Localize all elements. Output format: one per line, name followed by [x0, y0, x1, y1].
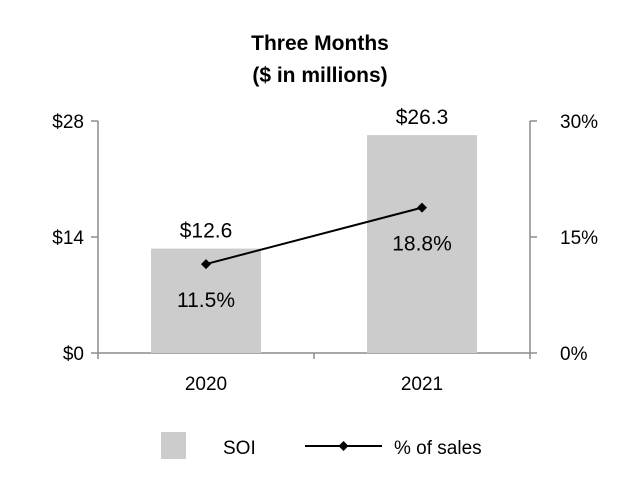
legend: SOI % of sales	[161, 432, 482, 459]
y-left-tick-label: $14	[52, 228, 84, 249]
point-label-2021: 18.8%	[392, 233, 452, 256]
y-right-tick-label: 0%	[560, 344, 588, 365]
chart-title: Three Months	[251, 32, 389, 55]
legend-label-sales: % of sales	[394, 438, 482, 459]
y-right-tick-label: 30%	[560, 112, 598, 133]
line-sales	[205, 206, 423, 266]
point-label-2020: 11.5%	[177, 289, 235, 312]
point-sales-2020	[201, 259, 211, 270]
bar-label-2021: $26.3	[396, 106, 449, 129]
legend-marker-sales	[338, 441, 349, 451]
data-labels: $12.6 $26.3 11.5% 18.8%	[177, 106, 452, 312]
y-left-tick-label: $28	[52, 112, 84, 133]
y-left-tick-label: $0	[63, 344, 84, 365]
x-tick-label-2020: 2020	[185, 374, 227, 395]
x-tick-label-2021: 2021	[401, 374, 443, 395]
axes: $0 $14 $28 0% 15% 30% 2020 2021	[52, 112, 598, 395]
bar-2021	[367, 135, 477, 353]
y-right-tick-label: 15%	[560, 228, 598, 249]
legend-label-soi: SOI	[223, 438, 256, 459]
line-series	[201, 202, 427, 270]
point-sales-2021	[417, 202, 427, 213]
legend-swatch-soi	[161, 432, 186, 459]
bar-label-2020: $12.6	[180, 220, 233, 243]
chart-subtitle: ($ in millions)	[252, 64, 387, 87]
